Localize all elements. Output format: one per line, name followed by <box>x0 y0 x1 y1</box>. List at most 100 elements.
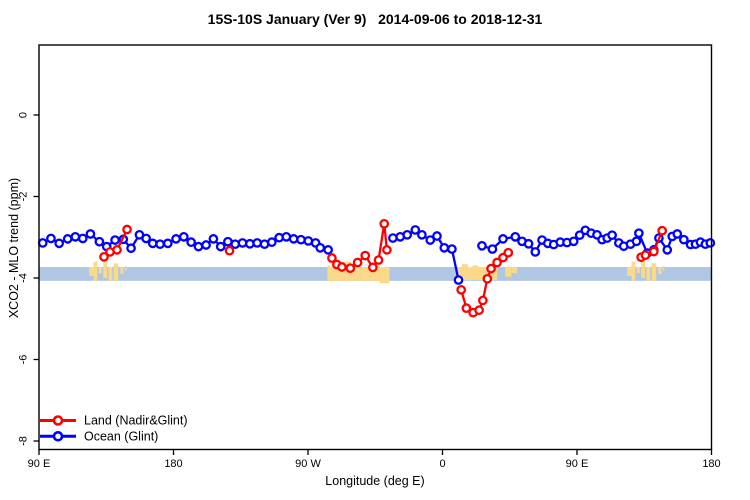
land-shading-strip <box>98 266 102 274</box>
ocean-series-point <box>523 238 534 249</box>
legend-label: Ocean (Glint) <box>84 430 158 444</box>
land-series-point <box>477 295 488 306</box>
x-tick-label: 180 <box>164 458 182 470</box>
ocean-series-point <box>70 231 81 242</box>
ocean-series-point <box>171 234 181 244</box>
land-series-point <box>640 250 651 261</box>
ocean-series-point <box>215 241 226 252</box>
ocean-series-point <box>193 241 204 252</box>
land-shading-strip <box>124 265 127 271</box>
ocean-series-point <box>54 238 65 249</box>
land-shading-strip <box>627 266 632 276</box>
land-series-point <box>486 263 496 274</box>
y-tick-label: -2 <box>18 192 30 202</box>
x-tick-label: 0 <box>439 458 445 470</box>
land-series-point <box>122 224 132 235</box>
ocean-series-point <box>388 233 398 243</box>
ocean-series-point <box>230 239 241 250</box>
ocean-series-point <box>432 231 442 241</box>
ocean-series-point <box>252 238 263 248</box>
land-shading-strip <box>333 264 341 281</box>
land-series-point <box>492 257 502 268</box>
land-series-point <box>368 262 378 273</box>
land-shading-strip <box>641 260 645 278</box>
land-shading-strip <box>370 265 380 281</box>
ocean-series-point <box>162 238 173 249</box>
ocean-series-point <box>141 233 152 244</box>
ocean-series-point <box>498 234 508 244</box>
x-tick-label: 90 W <box>295 458 321 470</box>
land-shading-strip <box>360 266 371 281</box>
ocean-series-point <box>530 247 541 257</box>
ocean-series-point <box>110 235 120 245</box>
land-series-point <box>657 225 668 236</box>
ocean-series-point <box>186 237 196 247</box>
legend-marker <box>52 415 64 426</box>
ocean-series-point <box>477 240 487 251</box>
land-shading-strip <box>472 265 479 267</box>
ocean-series-point <box>323 245 334 255</box>
land-shading-strip <box>103 260 107 278</box>
ocean-series-point <box>662 245 673 255</box>
y-tick-label: -6 <box>18 355 30 365</box>
land-shading-strip <box>511 266 518 274</box>
land-series-point <box>379 218 390 229</box>
land-series-point <box>337 262 347 272</box>
land-series-point <box>360 250 371 261</box>
land-series-point <box>373 255 384 265</box>
ocean-series-point <box>679 234 689 245</box>
land-series-point <box>474 305 484 316</box>
land-shading-strip <box>505 266 512 277</box>
ocean-series-point <box>402 229 413 240</box>
ocean-series-point <box>296 234 306 245</box>
ocean-series-point <box>568 236 579 247</box>
land-series-point <box>648 246 659 257</box>
land-shading-strip <box>93 261 98 281</box>
x-tick-label: 180 <box>702 458 720 470</box>
chart-title: 15S-10S January (Ver 9) 2014-09-06 to 20… <box>207 11 543 27</box>
ocean-series-point <box>705 238 716 248</box>
land-shading-strip <box>461 264 468 267</box>
ocean-series-point <box>85 229 96 239</box>
ocean-series-point <box>487 244 498 254</box>
land-series-point <box>345 263 356 274</box>
land-series-point <box>503 247 514 258</box>
ocean-series-point <box>178 231 189 242</box>
ocean-series-point <box>634 228 644 239</box>
land-shading-strip <box>120 266 124 274</box>
ocean-series-point <box>631 236 642 247</box>
y-tick-label: -4 <box>18 273 30 283</box>
legend-label: Land (Nadir&Glint) <box>84 414 188 428</box>
ocean-series-point <box>94 236 105 247</box>
land-shading-strip <box>631 261 636 281</box>
ocean-series-point <box>62 234 73 244</box>
ocean-series-point <box>208 234 219 244</box>
ocean-series-point <box>46 233 56 244</box>
ocean-series-point <box>417 229 427 240</box>
x-tick-label: 90 E <box>28 458 51 470</box>
land-series-point <box>382 245 392 255</box>
land-series-point <box>224 245 235 256</box>
ocean-series-point <box>266 237 277 247</box>
ocean-series-point <box>155 239 165 250</box>
ocean-series-point <box>315 242 326 253</box>
land-shading-strip <box>651 263 657 281</box>
land-shading-strip <box>327 266 334 281</box>
ocean-series-point <box>201 240 211 250</box>
ocean-series-point <box>126 243 136 254</box>
land-shading-strip <box>646 266 651 281</box>
land-series-point <box>112 245 122 255</box>
land-series-point <box>327 253 337 263</box>
land-shading-strip <box>351 264 361 281</box>
land-shading-strip <box>662 265 665 271</box>
land-series-point <box>482 273 493 284</box>
plot-border <box>38 44 713 451</box>
y-tick-label: -8 <box>18 436 30 446</box>
ocean-series-point <box>574 230 585 241</box>
land-shading-strip <box>658 266 662 274</box>
land-shading-strip <box>379 266 390 284</box>
ocean-series-point <box>425 235 436 245</box>
x-tick-label: 90 E <box>566 458 589 470</box>
